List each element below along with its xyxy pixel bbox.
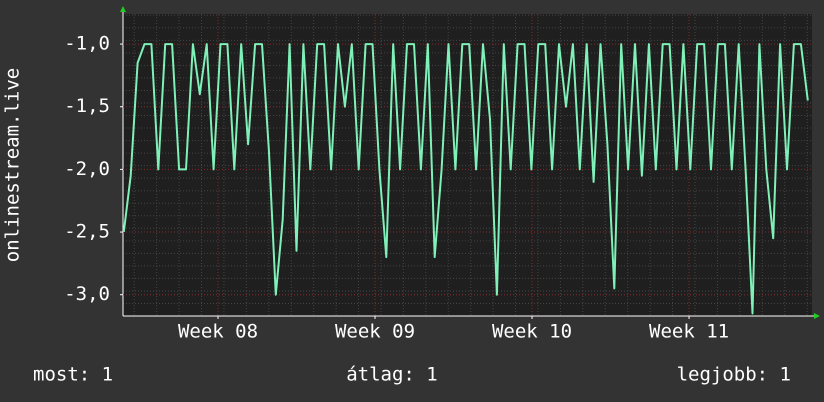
y-tick-label: -3,0 [64, 283, 110, 305]
legend-max: legjobb: 1 [677, 364, 791, 386]
y-tick-label: -1,0 [64, 33, 110, 55]
y-axis-arrow [120, 6, 126, 12]
legend-current: most: 1 [33, 364, 113, 386]
x-tick-label: Week 09 [335, 321, 415, 343]
data-line [122, 43, 809, 315]
y-tick-label: -1,5 [64, 95, 110, 117]
x-axis-arrow [814, 313, 820, 319]
x-tick-label: Week 11 [649, 321, 729, 343]
y-tick-label: -2,0 [64, 158, 110, 180]
y-axis-label: onlinestream.live [2, 68, 24, 262]
minor-grid [123, 14, 812, 316]
legend-average: átlag: 1 [346, 364, 438, 386]
plot-area [123, 14, 812, 316]
x-tick-label: Week 08 [178, 321, 258, 343]
x-tick-label: Week 10 [492, 321, 572, 343]
y-tick-label: -2,5 [64, 221, 110, 243]
